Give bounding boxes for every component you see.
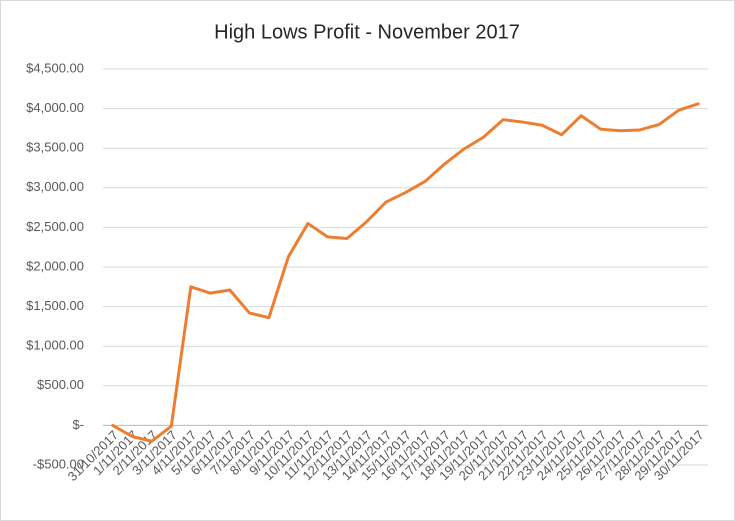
y-tick-label: $2,500.00 [26, 219, 84, 234]
y-tick-label: $3,000.00 [26, 179, 84, 194]
y-tick-label: $- [72, 417, 84, 432]
y-tick-label: $4,000.00 [26, 100, 84, 115]
chart-title: High Lows Profit - November 2017 [214, 21, 520, 43]
y-tick-label: $3,500.00 [26, 140, 84, 155]
line-series [111, 102, 700, 443]
y-tick-label: $2,000.00 [26, 258, 84, 273]
y-tick-label: $1,500.00 [26, 298, 84, 313]
y-tick-label: $1,000.00 [26, 338, 84, 353]
y-tick-label: -$500.00 [33, 456, 84, 471]
y-tick-label: $4,500.00 [26, 60, 84, 75]
y-tick-label: $500.00 [37, 377, 84, 392]
